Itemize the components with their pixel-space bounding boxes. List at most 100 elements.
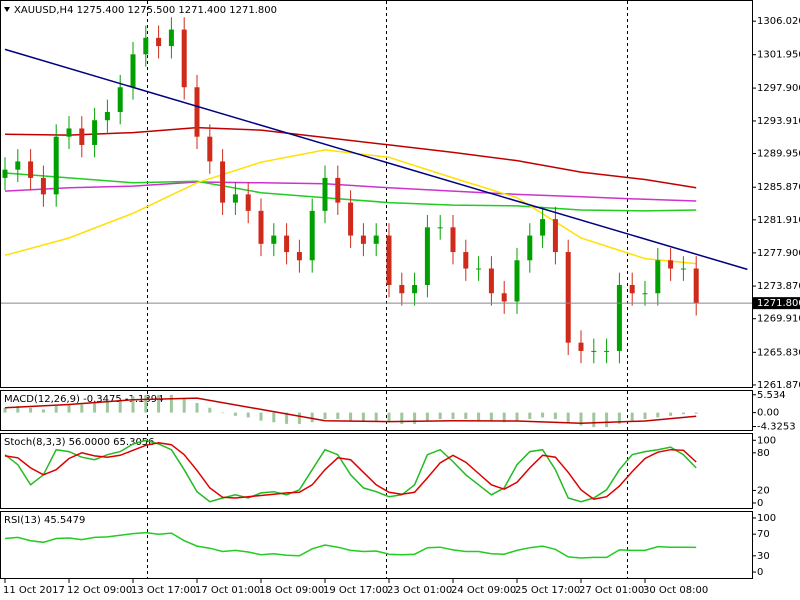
macd-bar [566, 412, 570, 423]
macd-bar [477, 412, 481, 421]
macd-bar [157, 394, 161, 413]
y-tick-label: 30 [757, 551, 770, 562]
panels [0, 0, 753, 579]
macd-bar [259, 412, 263, 421]
candle-body [322, 177, 328, 211]
macd-bar [41, 409, 45, 413]
macd-bar [349, 412, 353, 421]
y-tick-label: 1293.910 [757, 116, 800, 127]
macd-bar [374, 412, 378, 421]
candle-body [604, 350, 610, 352]
candle-body [258, 210, 264, 244]
candle-body [232, 194, 238, 203]
candle-body [412, 285, 418, 294]
macd-bar [579, 412, 583, 426]
macd-bar [195, 402, 199, 413]
stoch-signal [4, 442, 697, 500]
candle-body [296, 252, 302, 261]
rsi-label: RSI(13) 45.5479 [4, 515, 85, 526]
macd-bar [323, 412, 327, 420]
candle-body [463, 252, 469, 269]
macd-bar [54, 406, 58, 413]
macd-bar [669, 412, 673, 416]
y-tick-label: -4.3253 [757, 422, 796, 433]
candle-body [373, 235, 379, 244]
macd-signal [4, 397, 697, 424]
y-tick-label: 1285.870 [757, 182, 800, 193]
candle-body [655, 260, 661, 294]
macd-bar [413, 412, 417, 424]
trendline [4, 48, 748, 271]
candle-body [476, 268, 482, 270]
macd-bar [118, 399, 122, 413]
y-tick-label: 1306.020 [757, 16, 800, 27]
y-tick-label: 0.00 [757, 408, 779, 419]
y-tick-label: 0 [757, 498, 763, 509]
macd-panel [0, 390, 753, 431]
macd-bar [93, 402, 97, 413]
candle-body [514, 260, 520, 302]
macd-bar [131, 396, 135, 413]
candle-body [245, 194, 251, 211]
rsi-panel [0, 511, 753, 579]
moving-average [4, 181, 697, 202]
y-tick-label: 100 [757, 513, 776, 524]
current-price-box [753, 297, 800, 310]
y-tick-label: 100 [757, 435, 776, 446]
candle-body [220, 161, 226, 203]
candle-body [360, 235, 366, 244]
stoch-main [4, 439, 697, 503]
candle-body [629, 285, 635, 294]
candle-body [284, 235, 290, 253]
candle-body [399, 285, 405, 294]
macd-bar [297, 412, 301, 424]
macd-bar [630, 412, 634, 421]
moving-average [4, 126, 697, 189]
x-tick-label: 12 Oct 09:00 [67, 585, 132, 596]
candle-body [348, 202, 354, 236]
x-tick-label: 25 Oct 17:00 [515, 585, 580, 596]
x-tick-label: 23 Oct 01:00 [387, 585, 452, 596]
macd-bar [592, 412, 596, 428]
macd-bar [3, 407, 7, 413]
y-tick-label: 5.534 [757, 390, 786, 401]
candle-body [181, 29, 187, 88]
candle-body [92, 120, 98, 145]
candle-body [143, 37, 149, 55]
candle-body [591, 350, 597, 352]
candle-body [168, 29, 174, 47]
candle-body [28, 161, 34, 178]
candle-body [79, 128, 85, 145]
candle-body [578, 342, 584, 351]
macd-bar [425, 412, 429, 421]
candle-body [271, 235, 277, 244]
main-panel [0, 0, 753, 388]
macd-bar [489, 412, 493, 421]
macd-bar [208, 407, 212, 413]
candle-body [2, 169, 8, 178]
x-tick-label: 11 Oct 2017 [3, 585, 65, 596]
macd-bar [515, 412, 519, 421]
macd-bar [528, 412, 532, 420]
candle-body [437, 227, 443, 229]
macd-bar [80, 404, 84, 413]
macd-bar [272, 412, 276, 423]
macd-bar [464, 412, 468, 420]
y-tick-label: 1273.870 [757, 281, 800, 292]
y-tick-label: 20 [757, 485, 770, 496]
candle-body [693, 268, 699, 304]
candle-body [207, 136, 213, 162]
macd-bar [221, 412, 225, 414]
current-price-label: 1271.800 [757, 298, 800, 309]
candle-body [194, 87, 200, 137]
macd-bar [438, 412, 442, 420]
candle-body [53, 136, 59, 195]
macd-label: MACD(12,26,9) -0.3475 -1.1394 [4, 394, 164, 405]
macd-bar [310, 412, 314, 423]
stoch-label: Stoch(8,3,3) 56.0000 65.3056 [4, 437, 155, 448]
candle-body [424, 227, 430, 286]
symbol-icon [4, 7, 10, 12]
candle-body [680, 268, 686, 270]
